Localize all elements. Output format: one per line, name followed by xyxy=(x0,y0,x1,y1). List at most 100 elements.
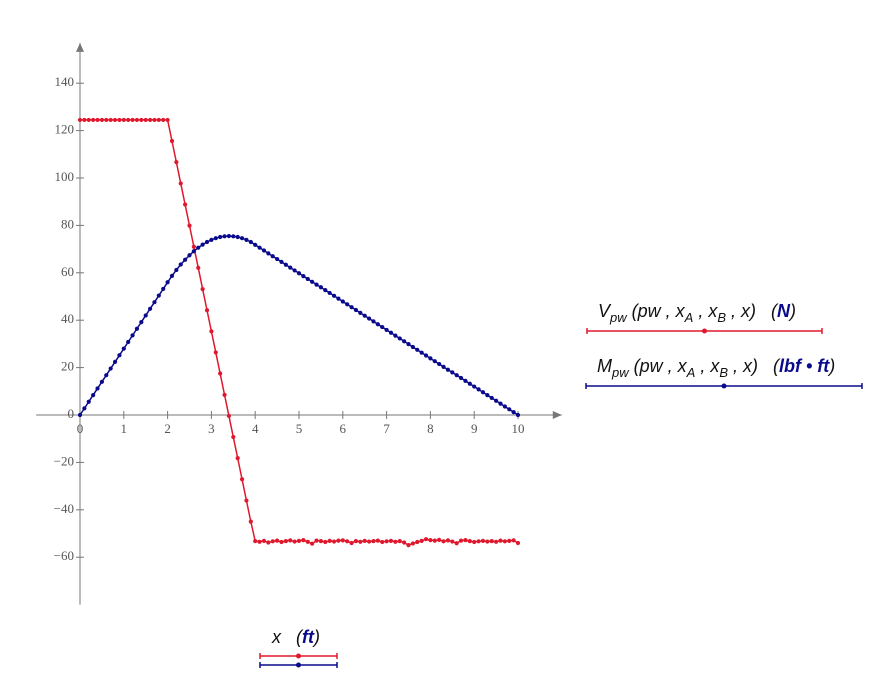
point xyxy=(91,392,96,398)
y-tick-label: 100 xyxy=(55,169,75,184)
point xyxy=(279,259,284,264)
point xyxy=(318,285,323,290)
point xyxy=(108,117,113,123)
point xyxy=(296,271,302,276)
point xyxy=(301,538,306,543)
point xyxy=(77,412,83,418)
point xyxy=(279,539,284,545)
x-tick-label: 6 xyxy=(340,421,347,436)
point xyxy=(117,353,122,358)
x-tick-label: 4 xyxy=(252,421,259,436)
point xyxy=(143,117,148,123)
point xyxy=(239,236,245,241)
point xyxy=(156,293,161,298)
point xyxy=(130,333,135,338)
point xyxy=(139,319,144,325)
point xyxy=(117,117,122,123)
y-tick-label: 140 xyxy=(55,74,75,89)
point xyxy=(222,392,227,397)
point xyxy=(130,117,135,123)
text-part: ft xyxy=(302,627,315,647)
point xyxy=(239,477,245,482)
y-tick-label: 0 xyxy=(68,406,75,421)
point xyxy=(353,538,359,544)
point xyxy=(169,273,175,278)
point xyxy=(358,310,363,315)
point xyxy=(450,539,455,544)
point xyxy=(437,361,442,367)
point xyxy=(183,257,188,262)
point xyxy=(428,356,433,361)
x-tick-label: 8 xyxy=(427,421,434,436)
legend-dot xyxy=(296,653,301,659)
point xyxy=(463,538,468,543)
text-part: ) xyxy=(827,356,835,376)
point xyxy=(91,117,96,123)
point xyxy=(266,540,271,545)
point xyxy=(458,538,464,543)
point xyxy=(419,538,424,543)
x-tick-label: 3 xyxy=(208,421,215,436)
y-arrow xyxy=(76,42,84,52)
point xyxy=(494,539,499,544)
point xyxy=(174,267,179,273)
point xyxy=(126,117,131,123)
point xyxy=(161,286,166,292)
point xyxy=(209,329,214,334)
point xyxy=(345,539,350,544)
text-part: B xyxy=(719,365,728,380)
point xyxy=(200,287,205,292)
point xyxy=(86,399,91,404)
point xyxy=(244,237,249,242)
point xyxy=(323,539,328,545)
point xyxy=(147,117,153,123)
point xyxy=(485,539,490,544)
point xyxy=(283,262,288,267)
text-part: N xyxy=(777,301,791,321)
point xyxy=(270,539,275,544)
point xyxy=(248,239,253,245)
point xyxy=(257,245,262,250)
point xyxy=(213,350,218,355)
point xyxy=(384,327,389,333)
text-part: pw xyxy=(611,365,630,380)
point xyxy=(340,299,345,304)
point xyxy=(498,401,503,406)
point xyxy=(480,390,486,395)
point xyxy=(336,538,341,543)
point xyxy=(95,117,100,123)
point xyxy=(476,387,481,392)
point xyxy=(502,404,507,409)
point xyxy=(134,117,140,123)
point xyxy=(375,322,380,327)
text-part: B xyxy=(717,310,726,325)
point xyxy=(187,223,192,228)
point xyxy=(511,410,516,415)
y-tick-label: −20 xyxy=(54,453,74,468)
point xyxy=(108,366,113,371)
point xyxy=(345,302,350,307)
point xyxy=(218,234,223,240)
point xyxy=(178,181,183,186)
point xyxy=(196,265,201,270)
point xyxy=(507,407,512,412)
text-part: V xyxy=(598,301,612,321)
point xyxy=(126,339,131,345)
point xyxy=(371,538,376,544)
point xyxy=(314,282,319,287)
point xyxy=(99,117,104,123)
point xyxy=(323,288,328,293)
text-part: , x xyxy=(693,301,718,321)
point xyxy=(428,538,433,543)
y-tick-label: 40 xyxy=(61,311,74,326)
point xyxy=(156,117,161,123)
point xyxy=(450,370,455,375)
legend-label: Vpw (pw , xA , xB , x) (N) xyxy=(598,301,796,325)
point xyxy=(253,242,258,247)
point xyxy=(358,539,363,544)
point xyxy=(165,280,170,285)
point xyxy=(441,539,446,544)
point xyxy=(305,539,310,544)
point xyxy=(458,375,464,381)
point xyxy=(261,248,267,253)
